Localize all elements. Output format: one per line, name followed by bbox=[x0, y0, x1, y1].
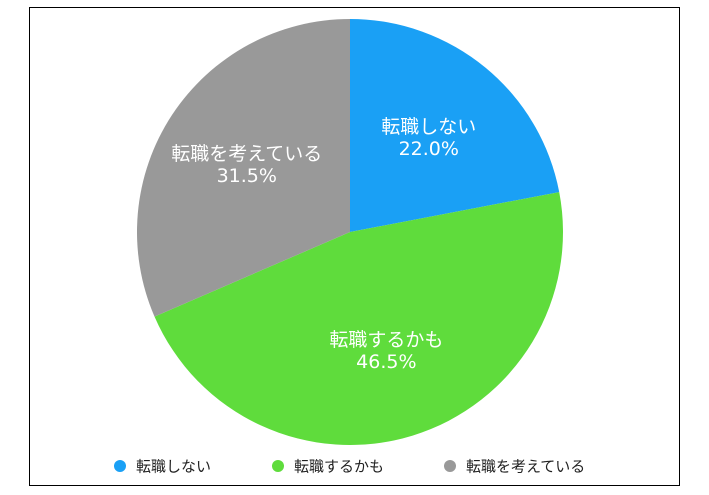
pie-slice-2 bbox=[154, 192, 563, 445]
legend-marker bbox=[114, 460, 126, 472]
legend-label: 転職しない bbox=[136, 458, 211, 476]
slice-label-value: 31.5% bbox=[217, 165, 277, 187]
slice-label-value: 22.0% bbox=[399, 138, 459, 160]
legend-label: 転職するかも bbox=[294, 458, 384, 476]
slice-label-name: 転職を考えている bbox=[171, 143, 322, 165]
slice-label-value: 46.5% bbox=[356, 351, 416, 373]
legend-marker bbox=[444, 460, 456, 472]
legend-label: 転職を考えている bbox=[466, 458, 585, 476]
pie-slice-3 bbox=[136, 19, 350, 317]
slice-label-name: 転職しない bbox=[381, 116, 476, 138]
slice-label-name: 転職するかも bbox=[329, 329, 443, 351]
legend: 転職しない 転職するかも 転職を考えている bbox=[114, 458, 585, 476]
legend-marker bbox=[272, 460, 284, 472]
pie-slice-1 bbox=[350, 19, 560, 232]
pie-slices bbox=[136, 19, 563, 445]
